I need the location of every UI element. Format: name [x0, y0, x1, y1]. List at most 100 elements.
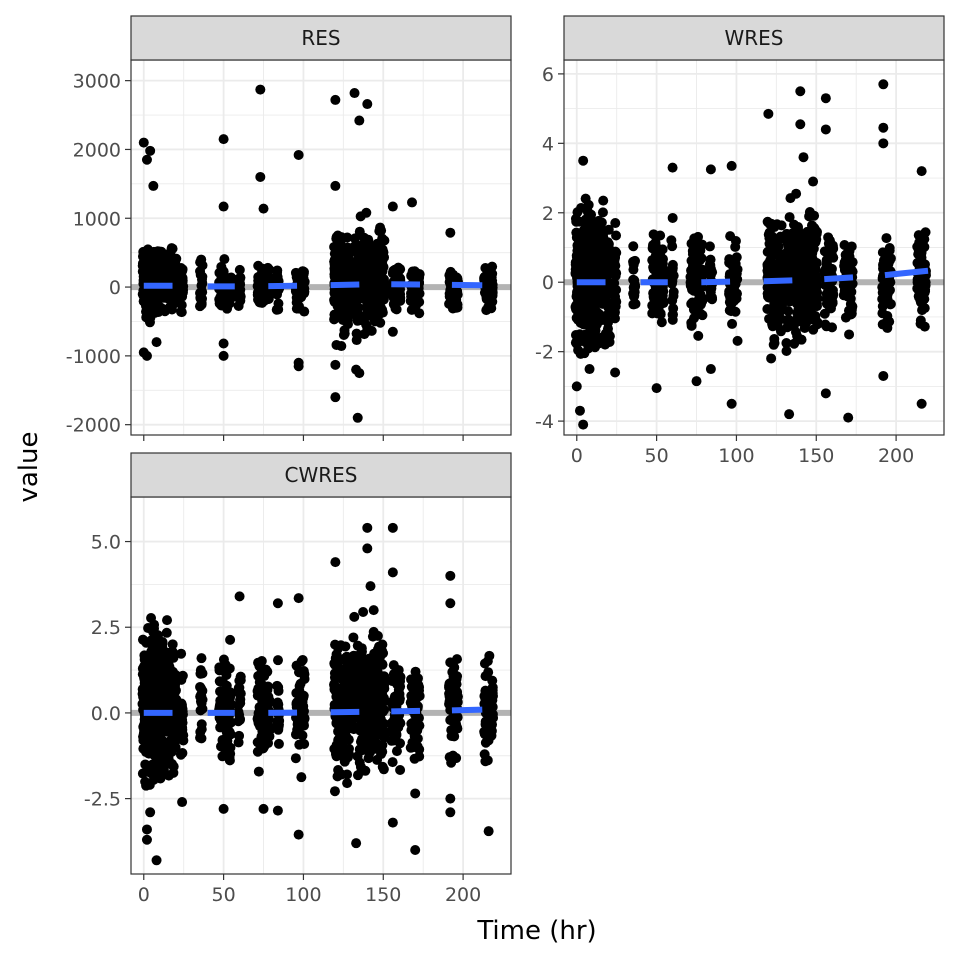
data-point — [379, 705, 389, 715]
smooth-line-segment — [824, 277, 853, 279]
data-point — [224, 293, 234, 303]
data-point — [273, 655, 283, 665]
data-point — [255, 172, 265, 182]
data-point — [584, 200, 594, 210]
data-point — [884, 285, 894, 295]
data-point — [667, 278, 677, 288]
data-point — [299, 706, 309, 716]
data-point — [445, 598, 455, 608]
data-point — [299, 267, 309, 277]
data-point — [727, 161, 737, 171]
data-point — [196, 281, 206, 291]
data-point — [487, 676, 497, 686]
data-point — [847, 241, 857, 251]
data-point — [413, 733, 423, 743]
data-point — [810, 311, 820, 321]
data-point — [784, 409, 794, 419]
data-point — [365, 581, 375, 591]
data-point — [219, 351, 229, 361]
x-axis-title: Time (hr) — [476, 916, 596, 946]
x-tick-label: 200 — [445, 884, 481, 906]
data-point — [145, 807, 155, 817]
data-point — [393, 722, 403, 732]
data-point — [572, 381, 582, 391]
data-point — [826, 264, 836, 274]
data-point — [234, 737, 244, 747]
data-point — [273, 717, 283, 727]
data-point — [727, 399, 737, 409]
data-point — [142, 155, 152, 165]
data-point — [611, 230, 621, 240]
data-point — [669, 287, 679, 297]
data-point — [367, 326, 377, 336]
data-point — [655, 231, 665, 241]
data-point — [351, 838, 361, 848]
data-point — [414, 751, 424, 761]
data-point — [330, 786, 340, 796]
data-point — [377, 233, 387, 243]
data-point — [330, 181, 340, 191]
data-point — [234, 676, 244, 686]
data-point — [451, 303, 461, 313]
data-point — [695, 309, 705, 319]
data-point — [196, 653, 206, 663]
data-point — [763, 109, 773, 119]
data-point — [487, 278, 497, 288]
data-point — [917, 399, 927, 409]
data-point — [235, 591, 245, 601]
data-point — [919, 294, 929, 304]
data-point — [810, 265, 820, 275]
data-point — [598, 196, 608, 206]
data-point — [377, 659, 387, 669]
data-point — [487, 297, 497, 307]
data-point — [149, 620, 159, 630]
x-tick-label: 50 — [645, 445, 669, 467]
data-point — [414, 308, 424, 318]
data-point — [294, 593, 304, 603]
data-point — [379, 764, 389, 774]
data-point — [810, 225, 820, 235]
data-point — [378, 648, 388, 658]
data-point — [388, 567, 398, 577]
data-point — [395, 738, 405, 748]
data-point — [330, 392, 340, 402]
data-point — [219, 202, 229, 212]
data-point — [629, 290, 639, 300]
data-point — [486, 731, 496, 741]
data-point — [343, 319, 353, 329]
data-point — [821, 93, 831, 103]
data-point — [148, 181, 158, 191]
data-point — [488, 288, 498, 298]
data-point — [361, 208, 371, 218]
data-point — [298, 655, 308, 665]
data-point — [783, 306, 793, 316]
data-point — [610, 313, 620, 323]
data-point — [885, 245, 895, 255]
data-point — [233, 716, 243, 726]
data-point — [195, 692, 205, 702]
data-point — [139, 138, 149, 148]
data-point — [885, 256, 895, 266]
data-point — [294, 830, 304, 840]
data-point — [168, 768, 178, 778]
data-point — [336, 341, 346, 351]
data-point — [375, 318, 385, 328]
data-point — [452, 287, 462, 297]
smooth-line-segment — [331, 284, 360, 285]
data-point — [354, 368, 364, 378]
data-point — [340, 641, 350, 651]
data-point — [575, 406, 585, 416]
data-point — [197, 719, 207, 729]
y-tick-label: 5.0 — [91, 532, 121, 554]
data-point — [263, 699, 273, 709]
data-point — [235, 698, 245, 708]
data-point — [196, 255, 206, 265]
data-point — [844, 329, 854, 339]
data-point — [731, 270, 741, 280]
data-point — [255, 85, 265, 95]
strip-label: CWRES — [285, 463, 358, 487]
data-point — [226, 729, 236, 739]
data-point — [827, 322, 837, 332]
